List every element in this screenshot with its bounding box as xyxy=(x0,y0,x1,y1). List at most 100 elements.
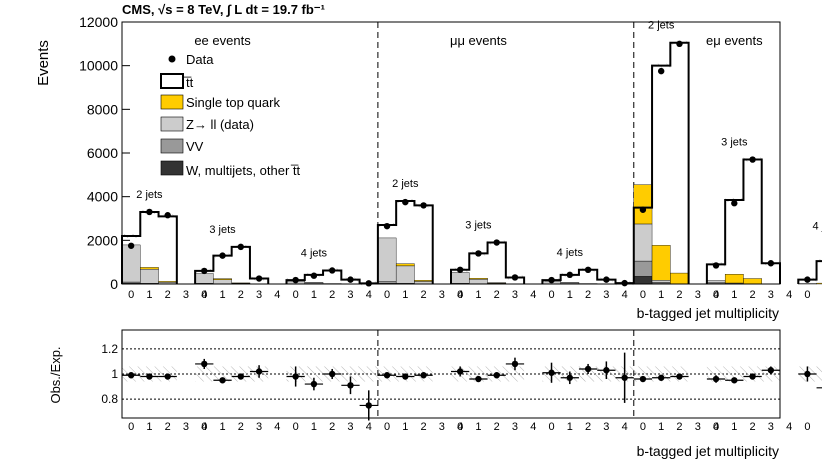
main-plot-frame xyxy=(122,22,780,284)
data-point xyxy=(256,275,262,281)
ratio-point xyxy=(768,367,774,373)
ratio-uncertainty-band xyxy=(817,366,822,381)
x-tick-label: 4 xyxy=(530,421,536,433)
x-tick-label: 3 xyxy=(183,289,189,301)
x-tick-label: 2 xyxy=(421,289,427,301)
x-tick-label: 1 xyxy=(219,289,225,301)
data-point xyxy=(658,68,664,74)
x-tick-label: 3 xyxy=(768,289,774,301)
data-point xyxy=(804,276,810,282)
x-tick-label: 4 xyxy=(622,289,628,301)
y-tick-label: 2000 xyxy=(87,232,118,248)
y-tick-label: 0 xyxy=(110,276,118,292)
x-tick-label: 2 xyxy=(494,421,500,433)
jet-group-label: 3 jets xyxy=(465,220,492,232)
legend-vv-label: VV xyxy=(186,139,204,154)
x-tick-label: 0 xyxy=(548,421,554,433)
jet-group-label: 3 jets xyxy=(209,224,236,236)
y-tick-label: 10000 xyxy=(79,58,118,74)
data-point xyxy=(749,156,755,162)
zll-bar xyxy=(195,274,213,284)
x-tick-label: 0 xyxy=(804,421,810,433)
channel-label: μμ events xyxy=(450,33,507,48)
single_top-bar xyxy=(414,280,432,281)
x-tick-label: 2 xyxy=(329,421,335,433)
data-point xyxy=(493,239,499,245)
ratio-point xyxy=(493,372,499,378)
x-tick-label: 0 xyxy=(640,289,646,301)
ratio-uncertainty-band xyxy=(360,366,378,381)
legend-other-swatch xyxy=(161,161,183,175)
x-tick-label: 3 xyxy=(695,289,701,301)
ratio-point xyxy=(347,382,353,388)
x-tick-label: 0 xyxy=(384,421,390,433)
channel-label: eμ events xyxy=(706,33,763,48)
x-tick-label: 4 xyxy=(786,289,792,301)
ratio-point xyxy=(292,373,298,379)
data-point xyxy=(311,273,317,279)
data-point xyxy=(640,207,646,213)
jet-group-label: 2 jets xyxy=(392,178,419,190)
data-point xyxy=(731,200,737,206)
data-point xyxy=(201,268,207,274)
data-point xyxy=(512,274,518,280)
x-tick-label: 2 xyxy=(750,421,756,433)
x-tick-label: 2 xyxy=(585,289,591,301)
x-tick-label: 0 xyxy=(293,289,299,301)
data-point xyxy=(384,223,390,229)
x-tick-label: 2 xyxy=(421,421,427,433)
x-tick-label: 1 xyxy=(402,421,408,433)
x-tick-label: 0 xyxy=(293,421,299,433)
x-tick-label: 2 xyxy=(585,421,591,433)
x-tick-label: 1 xyxy=(658,289,664,301)
ratio-point xyxy=(128,372,134,378)
data-point xyxy=(548,277,554,283)
x-tick-label: 2 xyxy=(750,289,756,301)
ratio-point xyxy=(256,368,262,374)
x-tick-label: 1 xyxy=(402,289,408,301)
x-tick-label: 2 xyxy=(165,421,171,433)
data-point xyxy=(164,212,170,218)
x-tick-label: 4 xyxy=(366,289,372,301)
x-tick-label: 0 xyxy=(713,289,719,301)
data-point xyxy=(146,209,152,215)
ratio-y-tick-label: 1.2 xyxy=(101,342,118,356)
x-tick-label: 0 xyxy=(457,289,463,301)
data-point xyxy=(420,202,426,208)
legend-ttbar-label: t̅t xyxy=(184,75,194,90)
x-tick-label: 3 xyxy=(603,289,609,301)
data-point xyxy=(475,250,481,256)
x-tick-label: 1 xyxy=(567,421,573,433)
vv-bar xyxy=(378,282,396,284)
x-tick-label: 3 xyxy=(768,421,774,433)
legend-zll-label: Z→ ll (data) xyxy=(186,117,254,132)
ratio-point xyxy=(366,402,372,408)
ratio-point xyxy=(329,371,335,377)
x-tick-label: 0 xyxy=(804,289,810,301)
x-tick-label: 1 xyxy=(219,421,225,433)
channel-label: ee events xyxy=(194,33,251,48)
x-tick-label: 4 xyxy=(366,421,372,433)
x-tick-label: 3 xyxy=(347,289,353,301)
data-point xyxy=(366,280,372,286)
ratio-point xyxy=(420,372,426,378)
zll-bar xyxy=(213,280,231,284)
y-tick-label: 6000 xyxy=(87,145,118,161)
single_top-bar xyxy=(670,273,688,284)
ratio-point xyxy=(219,377,225,383)
data-point xyxy=(238,244,244,250)
x-tick-label: 1 xyxy=(146,289,152,301)
zll-bar xyxy=(396,266,414,283)
x-tick-label: 0 xyxy=(201,289,207,301)
x-tick-label: 0 xyxy=(640,421,646,433)
ratio-point xyxy=(475,376,481,382)
x-tick-label: 1 xyxy=(311,289,317,301)
legend-other-label: W, multijets, other t̅t xyxy=(186,163,301,178)
ratio-point xyxy=(146,373,152,379)
vv-bar xyxy=(634,261,652,276)
zll-bar xyxy=(634,224,652,261)
x-tick-label: 1 xyxy=(567,289,573,301)
legend-data-label: Data xyxy=(186,52,214,67)
ratio-point xyxy=(164,373,170,379)
ratio-point xyxy=(621,375,627,381)
